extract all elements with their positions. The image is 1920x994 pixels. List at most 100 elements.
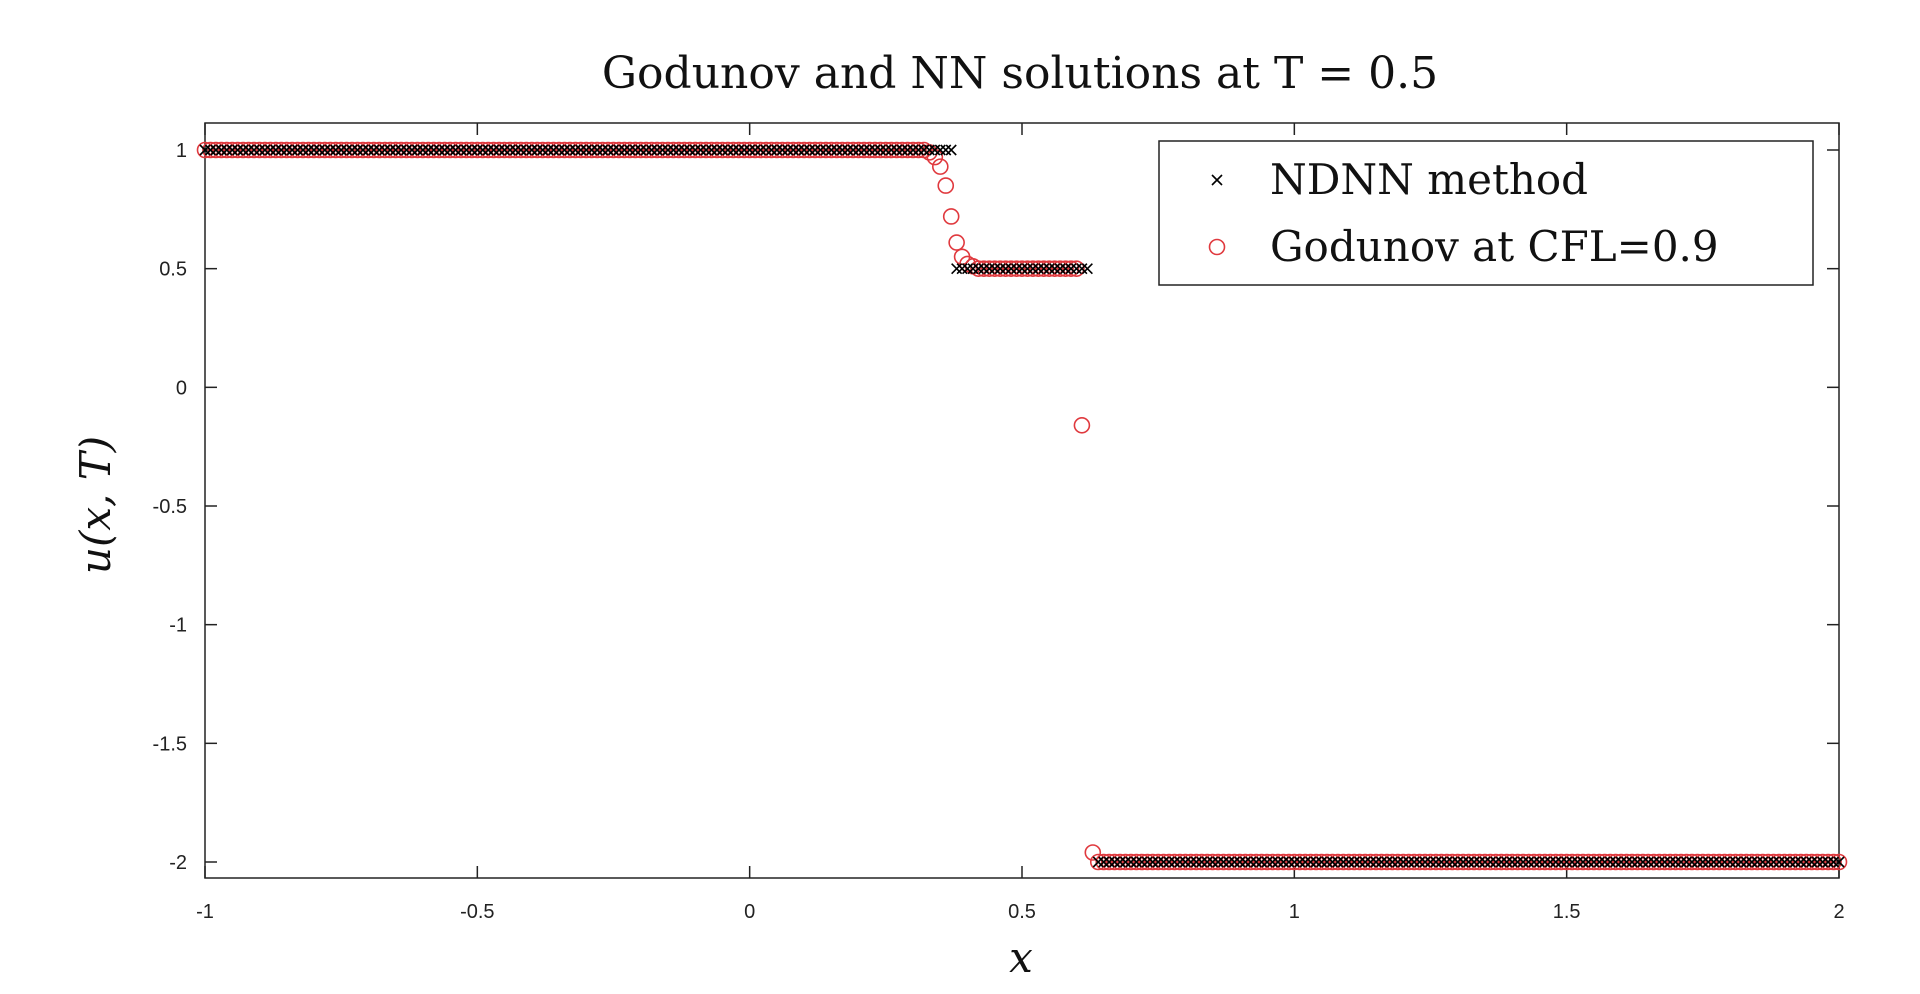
ndnn-point	[836, 144, 848, 156]
series-ndnn	[199, 144, 1845, 868]
ndnn-point	[264, 144, 276, 156]
godunov-point	[1095, 853, 1112, 871]
godunov-point	[441, 141, 459, 159]
godunov-point	[1247, 853, 1265, 871]
godunov-point	[1814, 853, 1831, 871]
ndnn-point	[1375, 856, 1388, 868]
godunov-point	[321, 141, 339, 159]
godunov-point	[752, 141, 769, 159]
godunov-point	[692, 141, 709, 159]
ndnn-point	[335, 144, 347, 156]
ndnn-point	[226, 144, 238, 156]
godunov-point	[1476, 853, 1494, 871]
ndnn-point	[1571, 856, 1584, 868]
ndnn-point	[1555, 856, 1567, 868]
ndnn-point	[983, 263, 995, 275]
ndnn-point	[286, 144, 298, 156]
ndnn-point	[602, 144, 614, 156]
ndnn-point	[1610, 856, 1622, 868]
ndnn-point	[1190, 856, 1202, 868]
ndnn-point	[1664, 856, 1676, 868]
x-axis-label: x	[1009, 933, 1033, 982]
ndnn-point	[1675, 856, 1687, 868]
godunov-point	[1133, 853, 1151, 871]
ndnn-point	[1109, 856, 1121, 868]
godunov-point	[349, 141, 366, 159]
godunov-point	[616, 141, 633, 159]
ndnn-point	[1484, 856, 1496, 868]
godunov-point	[1253, 853, 1270, 871]
godunov-point	[332, 141, 350, 159]
godunov-point	[697, 141, 715, 159]
ndnn-point	[569, 144, 581, 156]
godunov-point	[599, 141, 617, 159]
legend-box	[1158, 140, 1814, 286]
godunov-point	[1089, 853, 1107, 871]
ndnn-point	[1054, 263, 1066, 275]
x-tick-label: -1	[196, 901, 214, 923]
godunov-point	[1798, 853, 1815, 871]
godunov-point	[1160, 853, 1178, 871]
godunov-point	[1623, 853, 1641, 871]
godunov-point	[278, 141, 296, 159]
y-axis-label: u(x, T)	[71, 436, 120, 574]
ndnn-point	[1321, 856, 1333, 868]
godunov-point	[1781, 853, 1799, 871]
godunov-point	[1106, 853, 1123, 871]
godunov-point	[1433, 853, 1450, 871]
godunov-point	[746, 141, 764, 159]
godunov-point	[670, 141, 688, 159]
ndnn-point	[341, 144, 353, 156]
ndnn-point	[1163, 856, 1175, 868]
godunov-point	[610, 141, 628, 159]
godunov-point	[202, 141, 219, 159]
godunov-point	[855, 141, 873, 159]
godunov-point	[861, 141, 878, 159]
godunov-point	[1661, 853, 1679, 871]
godunov-point	[1220, 853, 1238, 871]
ndnn-point	[395, 144, 407, 156]
godunov-point	[648, 141, 666, 159]
godunov-point	[1732, 853, 1750, 871]
ndnn-point	[1457, 856, 1469, 868]
ndnn-point	[482, 144, 494, 156]
ndnn-point	[1245, 856, 1257, 868]
godunov-point	[1667, 853, 1684, 871]
ndnn-point	[1637, 856, 1649, 868]
godunov-point	[828, 141, 846, 159]
ndnn-point	[1359, 856, 1371, 868]
ndnn-point	[1424, 856, 1437, 868]
ndnn-point	[825, 144, 837, 156]
ndnn-point	[842, 144, 854, 156]
ndnn-point	[1397, 856, 1409, 868]
ndnn-point	[455, 144, 467, 156]
godunov-point	[1416, 853, 1434, 871]
godunov-point	[539, 141, 557, 159]
godunov-point	[1650, 853, 1668, 871]
ndnn-point	[1517, 856, 1529, 868]
godunov-point	[1258, 853, 1276, 871]
ndnn-point	[1713, 856, 1725, 868]
godunov-point	[1313, 853, 1330, 871]
ndnn-point	[504, 144, 516, 156]
godunov-point	[1596, 853, 1614, 871]
godunov-point	[1591, 853, 1608, 871]
ndnn-point	[765, 144, 778, 156]
godunov-point	[316, 141, 334, 159]
ndnn-point	[1283, 856, 1295, 868]
godunov-point	[1520, 853, 1537, 871]
godunov-point	[872, 141, 889, 159]
ndnn-point	[744, 144, 756, 156]
ndnn-point	[1430, 856, 1442, 868]
godunov-point	[561, 141, 579, 159]
godunov-point	[1672, 853, 1690, 871]
ndnn-point	[428, 144, 440, 156]
ndnn-point	[1512, 856, 1524, 868]
godunov-point	[1694, 853, 1712, 871]
ndnn-point	[1615, 856, 1627, 868]
ndnn-point	[1762, 856, 1774, 868]
ndnn-point	[1827, 856, 1840, 868]
x-tick-label: 1.5	[1553, 901, 1581, 923]
ndnn-point	[1174, 856, 1186, 868]
